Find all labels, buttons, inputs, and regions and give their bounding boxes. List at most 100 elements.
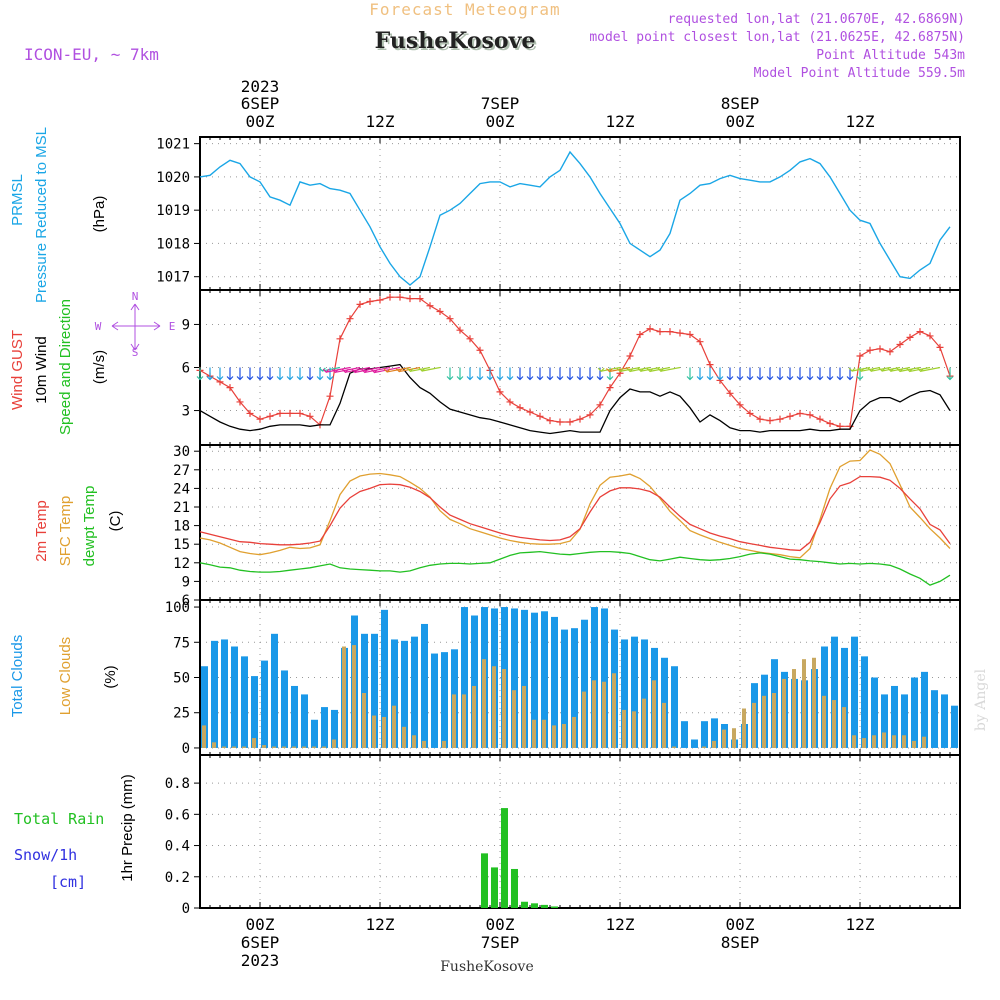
- wind-arrow-shaft: [909, 366, 931, 373]
- low-cloud-bar: [462, 694, 466, 748]
- wind-arrow-head: [766, 376, 774, 381]
- compass-n: N: [132, 290, 139, 303]
- wind-arrow-shaft: [601, 366, 621, 372]
- wind-arrow-head: [446, 376, 454, 381]
- low-cloud-bar: [902, 735, 906, 748]
- low-cloud-bar: [892, 735, 896, 748]
- wind-arrow-head: [796, 376, 804, 381]
- wind-arrow-head: [256, 376, 264, 381]
- wind-arrow-head: [331, 368, 339, 374]
- low-cloud-bar: [292, 746, 296, 748]
- total-cloud-bar: [911, 677, 918, 748]
- total-cloud-bar: [391, 639, 398, 748]
- wind-arrow-shaft: [386, 366, 411, 373]
- total-cloud-bar: [701, 721, 708, 748]
- total-cloud-bar: [461, 607, 468, 748]
- precip-bar: [511, 868, 518, 908]
- total-cloud-bar: [221, 639, 228, 748]
- gust-marker: [796, 409, 804, 417]
- gust-marker: [546, 417, 554, 425]
- low-cloud-bar: [522, 685, 526, 748]
- gust-marker: [376, 296, 384, 304]
- total-cloud-bar: [901, 694, 908, 748]
- low-cloud-bar: [492, 666, 496, 748]
- wind-arrow-shaft: [890, 366, 911, 372]
- precip-unit-label: 1hr Precip (mm): [119, 774, 136, 882]
- gust-marker: [346, 315, 354, 323]
- low-cloud-bar: [822, 695, 826, 748]
- pressure-msl-label: Pressure Reduced to MSL: [33, 127, 50, 303]
- sfc-temp-label: SFC Temp: [57, 496, 74, 567]
- total-cloud-bar: [201, 666, 208, 748]
- wind-arrow-head: [196, 376, 204, 381]
- gust-marker: [856, 352, 864, 360]
- total-cloud-bar: [681, 721, 688, 748]
- meteogram-title: Forecast Meteogram: [369, 0, 560, 19]
- gust-marker: [556, 418, 564, 426]
- wind-arrow-head: [526, 376, 534, 381]
- compass-arrows: [111, 303, 161, 351]
- wind-arrow-head: [276, 376, 284, 381]
- low-cloud-bar: [702, 746, 706, 748]
- temp-2m-line: [199, 475, 951, 552]
- wind-arrow-head: [657, 367, 665, 373]
- wind-arrow-head: [846, 376, 854, 381]
- y-tick-label: 1018: [156, 236, 190, 252]
- gust-marker: [406, 295, 414, 303]
- precip-bar: [491, 867, 498, 908]
- wind-arrow-shaft: [629, 366, 651, 372]
- wind-arrow-head: [286, 376, 294, 381]
- total-cloud-bar: [251, 676, 258, 748]
- total-cloud-bar: [571, 628, 578, 748]
- wind-arrow-head: [856, 376, 864, 381]
- top-year-label: 2023: [241, 77, 280, 96]
- top-date-label: 6SEP: [241, 94, 280, 113]
- low-cloud-bar: [572, 716, 576, 748]
- total-cloud-bar: [581, 619, 588, 748]
- bottom-date-label: 8SEP: [721, 933, 760, 952]
- total-cloud-bar: [601, 608, 608, 748]
- wind-arrow-head: [371, 369, 378, 374]
- y-tick-label: 6: [182, 361, 190, 377]
- gust-marker: [466, 335, 474, 343]
- bottom-hour-label: 12Z: [606, 915, 635, 934]
- total-cloud-bar: [921, 671, 928, 748]
- gust-marker: [886, 348, 894, 356]
- wind-arrow-head: [466, 376, 474, 381]
- gust-marker: [576, 415, 584, 423]
- prmsl-label: PRMSL: [9, 174, 26, 226]
- top-hour-label: 12Z: [846, 112, 875, 131]
- total-cloud-bar: [891, 685, 898, 748]
- wind-arrow-head: [946, 376, 954, 381]
- precip-panel: 0 0.2 0.4 0.6 0.8: [165, 754, 961, 917]
- total-cloud-bar: [261, 660, 268, 748]
- wind-arrow-head: [706, 376, 714, 381]
- y-tick-label: 0.8: [165, 776, 190, 792]
- cloud-panel: 0 25 50 75 100: [165, 599, 961, 757]
- wind-arrow-head: [361, 368, 369, 374]
- gust-marker: [476, 346, 484, 354]
- wind-arrow-head: [266, 376, 274, 381]
- y-tick-label: 1021: [156, 137, 190, 153]
- low-cloud-bar: [472, 685, 476, 748]
- total-cloud-bar: [301, 694, 308, 748]
- low-cloud-bar: [802, 659, 806, 748]
- wind-arrow-head: [836, 376, 844, 381]
- low-cloud-bar: [232, 746, 236, 748]
- wind-arrow-head: [318, 367, 326, 372]
- gust-marker: [426, 302, 434, 310]
- low-cloud-bar: [332, 739, 336, 748]
- gust-marker: [926, 332, 934, 340]
- gust-marker: [526, 408, 534, 416]
- total-cloud-bar: [941, 694, 948, 748]
- low-cloud-bar: [352, 645, 356, 748]
- wind-arrow-head: [226, 376, 234, 381]
- gust-marker: [436, 308, 444, 316]
- wind-arrow-head: [896, 367, 904, 373]
- gust-marker: [326, 392, 334, 400]
- wind-arrow-head: [917, 367, 925, 373]
- y-tick-label: 3: [182, 404, 190, 420]
- bottom-date-label: 7SEP: [481, 933, 520, 952]
- low-cloud-bar: [922, 736, 926, 748]
- gust-marker: [706, 361, 714, 369]
